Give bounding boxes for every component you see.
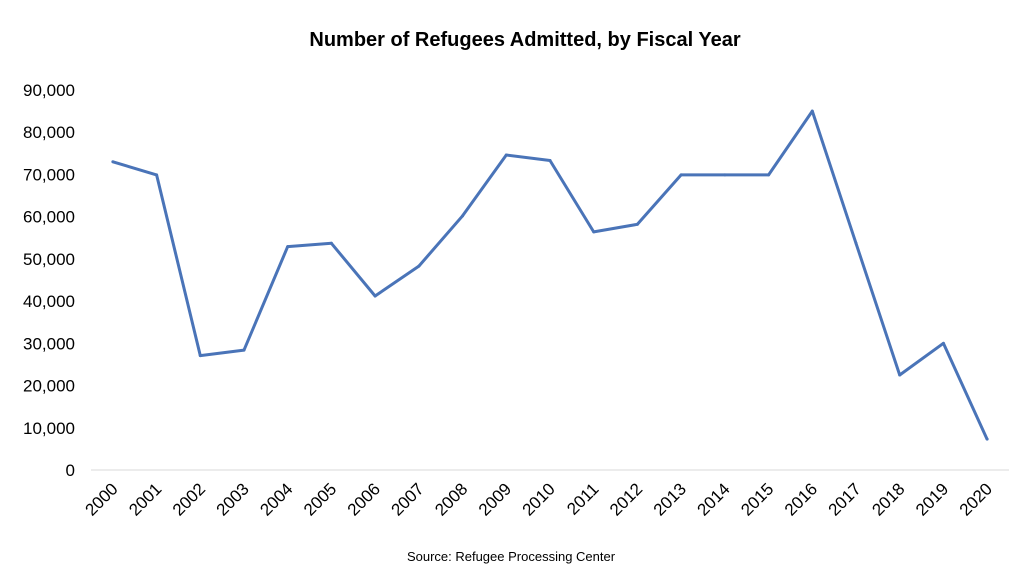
y-tick-label: 30,000	[23, 334, 75, 353]
x-tick-label: 2005	[300, 479, 340, 519]
series-layer	[111, 109, 989, 441]
data-point	[941, 341, 945, 345]
y-tick-label: 50,000	[23, 250, 75, 269]
y-tick-label: 80,000	[23, 123, 75, 142]
x-tick-label: 2007	[388, 479, 428, 519]
x-tick-label: 2003	[213, 479, 253, 519]
data-point	[592, 230, 596, 234]
data-point	[854, 241, 858, 245]
data-point	[504, 153, 508, 157]
x-tick-label: 2013	[650, 479, 690, 519]
data-point	[461, 214, 465, 218]
x-axis: 2000 2001 2002 2003 2004 2005 2006 2007 2008 2009…	[82, 479, 996, 519]
y-axis: 0 10,000 20,000 30,000 40,000 50,000 60,000 70,…	[23, 81, 75, 480]
x-tick-label: 2000	[82, 479, 122, 519]
data-point	[723, 173, 727, 177]
data-point	[635, 222, 639, 226]
data-point	[198, 354, 202, 358]
x-tick-label: 2015	[737, 479, 777, 519]
data-point	[155, 173, 159, 177]
chart-source: Source: Refugee Processing Center	[407, 549, 616, 564]
x-tick-label: 2011	[563, 479, 602, 518]
data-point	[286, 245, 290, 249]
x-tick-label: 2012	[606, 479, 646, 519]
data-point	[898, 373, 902, 377]
x-tick-label: 2006	[344, 479, 384, 519]
data-point	[810, 109, 814, 113]
data-point	[242, 348, 246, 352]
x-tick-label: 2017	[825, 479, 865, 519]
y-tick-label: 90,000	[23, 81, 75, 100]
y-tick-label: 70,000	[23, 165, 75, 184]
data-point	[767, 173, 771, 177]
x-tick-label: 2009	[475, 479, 515, 519]
x-tick-label: 2018	[868, 479, 908, 519]
x-tick-label: 2010	[519, 479, 559, 519]
data-point	[329, 241, 333, 245]
y-tick-label: 10,000	[23, 419, 75, 438]
x-tick-label: 2014	[694, 479, 734, 519]
x-tick-label: 2004	[256, 479, 296, 519]
data-point	[373, 294, 377, 298]
data-point	[417, 264, 421, 268]
data-point	[985, 437, 989, 441]
y-tick-label: 20,000	[23, 377, 75, 396]
x-tick-label: 2008	[431, 479, 471, 519]
y-tick-label: 0	[66, 461, 75, 480]
x-tick-label: 2016	[781, 479, 821, 519]
x-tick-label: 2001	[125, 479, 165, 519]
x-tick-label: 2019	[912, 479, 952, 519]
chart-title: Number of Refugees Admitted, by Fiscal Y…	[309, 29, 740, 51]
data-point	[548, 159, 552, 163]
data-point	[679, 173, 683, 177]
x-tick-label: 2020	[956, 479, 996, 519]
y-tick-label: 40,000	[23, 292, 75, 311]
y-tick-label: 60,000	[23, 208, 75, 227]
data-point	[111, 160, 115, 164]
x-tick-label: 2002	[169, 479, 209, 519]
